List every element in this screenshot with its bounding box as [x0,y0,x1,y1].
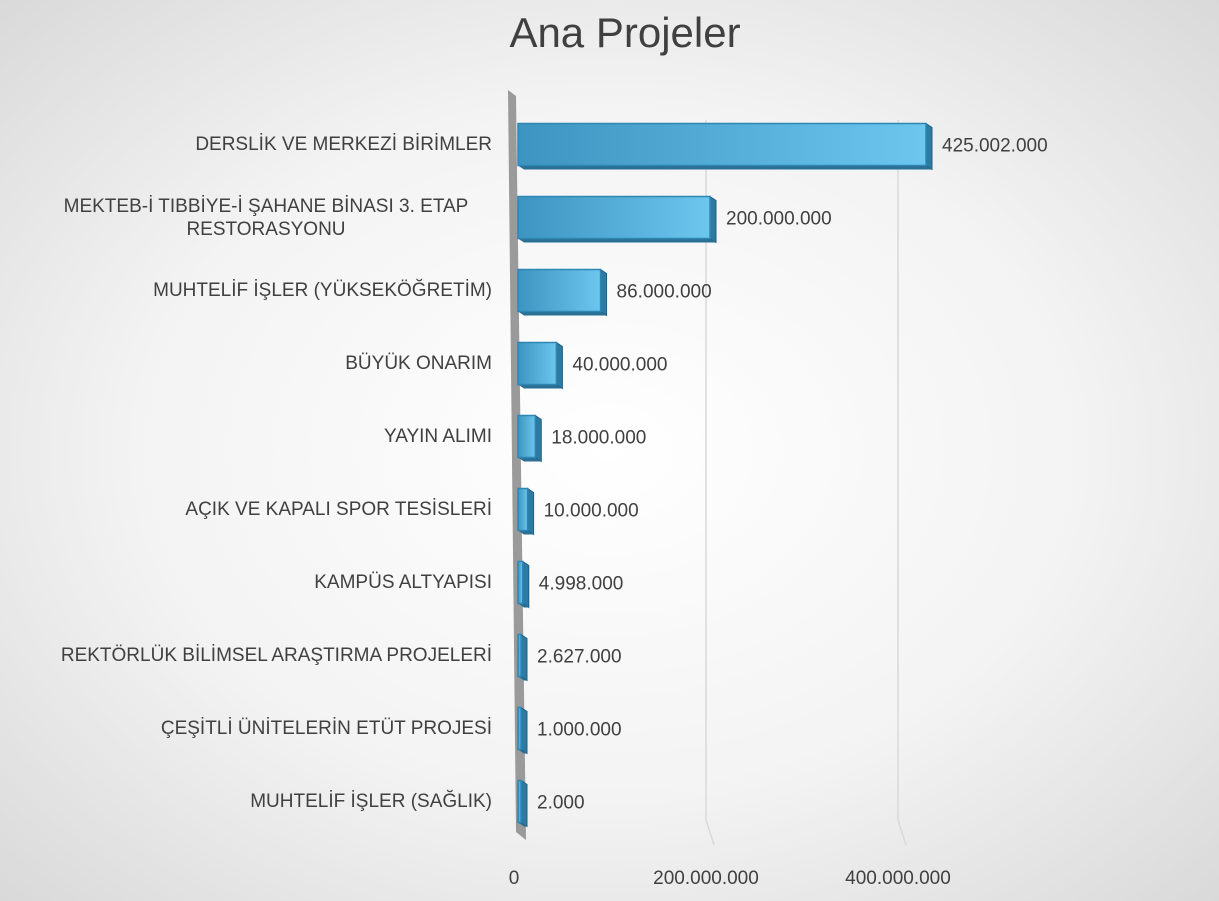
bar-side [555,341,563,390]
value-label: 86.000.000 [617,282,712,303]
bar-bottom [518,165,933,170]
bar [517,560,524,605]
y-tick-label-box: ÇEŞİTLİ ÜNİTELERİN ETÜT PROJESİ [161,692,492,765]
bar-bottom [518,311,607,316]
y-tick-label: MEKTEB-İ TIBBİYE-İ ŞAHANE BİNASI 3. ETAP… [63,195,469,240]
y-tick-label-box: DERSLİK VE MERKEZİ BİRİMLER [195,108,492,181]
bar-side [925,122,933,171]
x-tick-label: 200.000.000 [653,868,759,889]
bar-side [520,706,528,755]
value-label: 18.000.000 [551,428,646,449]
bar-bottom [518,530,534,535]
y-tick-label: ÇEŞİTLİ ÜNİTELERİN ETÜT PROJESİ [160,718,492,739]
y-tick-label-box: AÇIK VE KAPALI SPOR TESİSLERİ [185,473,492,546]
value-label: 40.000.000 [572,355,667,376]
bar-bottom [518,822,527,827]
value-label: 4.998.000 [539,574,624,595]
bar [517,341,558,386]
bar-bottom [518,749,527,754]
y-tick-label-box: KAMPÜS ALTYAPISI [314,546,492,619]
bar-side [522,560,530,609]
y-tick-label-box: MEKTEB-İ TIBBİYE-İ ŞAHANE BİNASI 3. ETAP… [40,181,492,254]
bar-side [709,195,717,244]
bar [517,633,522,678]
bar [517,268,602,313]
y-tick-label-box: YAYIN ALIMI [384,400,492,473]
y-tick-label: MUHTELİF İŞLER (YÜKSEKÖĞRETİM) [153,280,492,301]
y-tick-label: BÜYÜK ONARIM [345,353,492,374]
y-tick-label-box: MUHTELİF İŞLER (SAĞLIK) [250,765,492,838]
bar [517,414,537,459]
bar-side [520,633,528,682]
grid-line [897,120,907,846]
bar-bottom [518,676,527,681]
x-tick-label: 400.000.000 [845,868,951,889]
y-tick-label: YAYIN ALIMI [383,426,492,447]
y-tick-label: KAMPÜS ALTYAPISI [314,572,492,593]
bar-bottom [518,603,529,608]
bar [517,487,529,532]
bar [517,195,711,240]
bar-bottom [518,238,716,243]
y-tick-label: REKTÖRLÜK BİLİMSEL ARAŞTIRMA PROJELERİ [60,645,492,666]
value-label: 2.000 [537,793,585,814]
y-tick-label: AÇIK VE KAPALI SPOR TESİSLERİ [185,499,492,520]
chart-title: Ana Projeler [509,9,740,56]
y-tick-label-box: BÜYÜK ONARIM [345,327,492,400]
value-label: 10.000.000 [544,501,639,522]
bar-side [527,487,535,536]
bar [517,706,522,751]
bar-bottom [518,457,542,462]
x-tick-label: 0 [509,868,520,889]
bar [517,779,522,824]
value-label: 2.627.000 [537,647,622,668]
value-label: 1.000.000 [537,720,622,741]
y-tick-label-box: MUHTELİF İŞLER (YÜKSEKÖĞRETİM) [153,254,492,327]
grid-line [705,120,715,846]
bar-bottom [518,384,563,389]
bar-side [600,268,608,317]
bar-side [520,779,528,828]
value-label: 425.002.000 [942,136,1048,157]
y-tick-label-box: REKTÖRLÜK BİLİMSEL ARAŞTIRMA PROJELERİ [61,619,492,692]
y-tick-label: MUHTELİF İŞLER (SAĞLIK) [250,791,492,812]
bar [517,122,927,167]
value-label: 200.000.000 [726,209,832,230]
y-tick-label: DERSLİK VE MERKEZİ BİRİMLER [195,134,492,155]
bar-side [534,414,542,463]
